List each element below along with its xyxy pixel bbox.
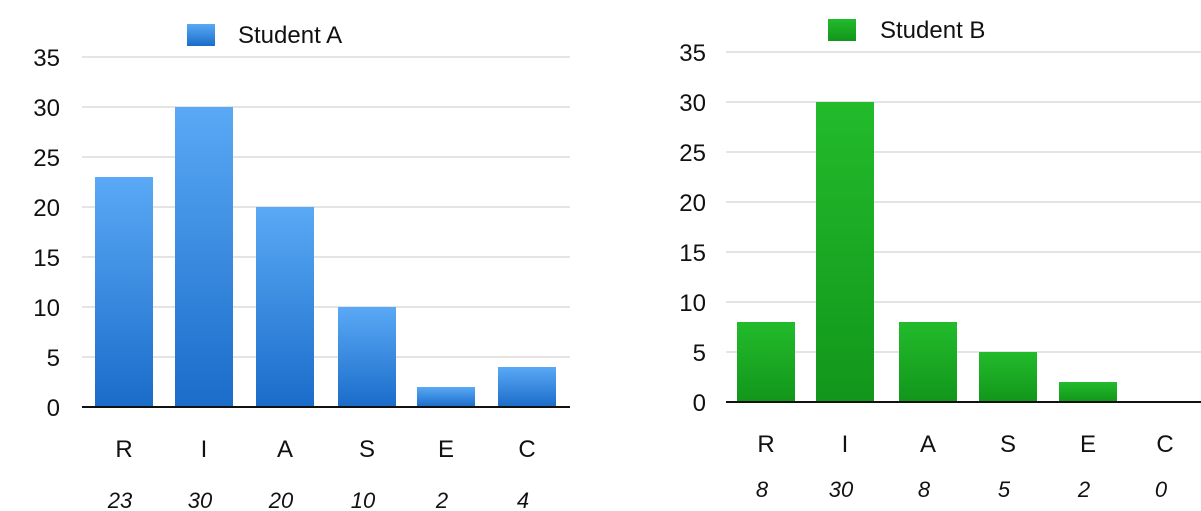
x-tick-label: A (277, 436, 293, 463)
value-label: 30 (829, 477, 854, 502)
bars-a (95, 107, 556, 407)
value-labels-a: 23 30 20 10 2 4 (107, 488, 529, 511)
value-label: 4 (517, 488, 529, 511)
x-tick-label: I (201, 436, 208, 463)
gridlines-a (82, 56, 570, 358)
y-tick-label: 30 (33, 95, 60, 122)
value-label: 5 (998, 477, 1011, 502)
bar-r (95, 177, 153, 407)
y-tick-label: 20 (679, 190, 706, 217)
x-tick-label: S (1000, 431, 1016, 458)
value-label: 20 (268, 488, 294, 511)
bars-b (737, 102, 1117, 402)
legend-label-student-b: Student B (880, 17, 985, 44)
value-label: 23 (107, 488, 133, 511)
value-label: 8 (918, 477, 931, 502)
legend-swatch-student-b (828, 19, 856, 41)
y-tick-label: 0 (47, 395, 60, 422)
y-tick-label: 5 (47, 345, 60, 372)
y-axis-b: 0 5 10 15 20 25 30 35 (679, 40, 706, 417)
y-tick-label: 0 (693, 390, 706, 417)
value-label: 30 (188, 488, 213, 511)
x-tick-label: S (359, 436, 375, 463)
x-tick-label: E (438, 436, 454, 463)
y-tick-label: 25 (33, 145, 60, 172)
y-tick-label: 25 (679, 140, 706, 167)
x-tick-label: C (1156, 431, 1173, 458)
y-tick-label: 35 (33, 45, 60, 72)
bar-r (737, 322, 795, 402)
x-tick-label: I (842, 431, 849, 458)
value-label: 0 (1155, 477, 1168, 502)
bar-c (498, 367, 556, 407)
legend-label-student-a: Student A (238, 22, 342, 49)
bar-i (816, 102, 874, 402)
legend-swatch-student-a (187, 24, 215, 46)
bar-i (175, 107, 233, 407)
value-label: 10 (351, 488, 376, 511)
y-tick-label: 10 (33, 295, 60, 322)
bar-s (979, 352, 1037, 402)
y-tick-label: 35 (679, 40, 706, 67)
value-labels-b: 8 30 8 5 2 0 (756, 477, 1168, 502)
x-tick-label: R (115, 436, 132, 463)
x-tick-label: A (920, 431, 936, 458)
bar-s (338, 307, 396, 407)
value-label: 8 (756, 477, 769, 502)
value-label: 2 (1077, 477, 1090, 502)
value-label: 2 (435, 488, 448, 511)
y-tick-label: 20 (33, 195, 60, 222)
x-tick-label: R (757, 431, 774, 458)
x-tick-label: E (1080, 431, 1096, 458)
chart-student-a: Student A 0 5 10 15 20 25 30 35 R I A S E C 23 30 20 10… (33, 22, 570, 511)
bar-a (899, 322, 957, 402)
x-tick-label: C (518, 436, 535, 463)
y-axis-a: 0 5 10 15 20 25 30 35 (33, 45, 60, 422)
y-tick-label: 15 (679, 240, 706, 267)
y-tick-label: 5 (693, 340, 706, 367)
y-tick-label: 30 (679, 90, 706, 117)
bar-a (256, 207, 314, 407)
bar-e (417, 387, 475, 407)
y-tick-label: 10 (679, 290, 706, 317)
y-tick-label: 15 (33, 245, 60, 272)
bar-e (1059, 382, 1117, 402)
gridlines-b (726, 51, 1201, 353)
